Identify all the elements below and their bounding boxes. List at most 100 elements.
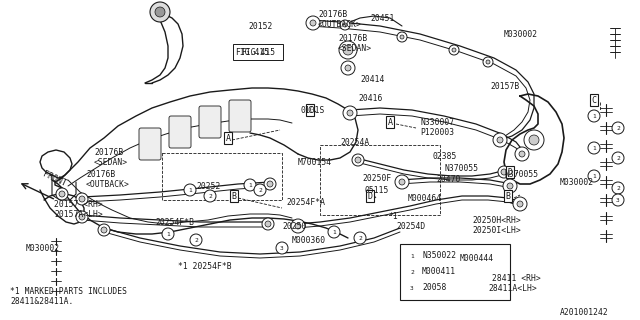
- Text: M700154: M700154: [298, 158, 332, 167]
- Text: M000464: M000464: [408, 194, 442, 203]
- Circle shape: [483, 57, 493, 67]
- Circle shape: [399, 179, 405, 185]
- FancyBboxPatch shape: [229, 100, 251, 132]
- Circle shape: [79, 214, 85, 220]
- Text: 20176B: 20176B: [338, 34, 367, 43]
- Text: 1: 1: [592, 173, 596, 179]
- Text: 2: 2: [208, 194, 212, 198]
- Circle shape: [497, 137, 503, 143]
- Text: 2: 2: [410, 269, 414, 275]
- Text: 3: 3: [616, 197, 620, 203]
- Text: 20451: 20451: [370, 14, 394, 23]
- Text: <OUTBACK>: <OUTBACK>: [318, 20, 362, 29]
- Text: P120003: P120003: [420, 128, 454, 137]
- Text: FIG.415: FIG.415: [241, 47, 275, 57]
- Circle shape: [267, 181, 273, 187]
- Circle shape: [517, 201, 523, 207]
- Circle shape: [340, 20, 350, 30]
- Text: 20250I<LH>: 20250I<LH>: [472, 226, 521, 235]
- Text: D: D: [508, 167, 513, 177]
- Text: M030002: M030002: [26, 244, 60, 253]
- Circle shape: [155, 7, 165, 17]
- Text: 20058: 20058: [422, 284, 446, 292]
- Circle shape: [306, 16, 320, 30]
- Circle shape: [265, 221, 271, 227]
- Circle shape: [76, 193, 88, 205]
- Circle shape: [276, 242, 288, 254]
- Circle shape: [406, 282, 418, 294]
- Text: 28411&28411A.: 28411&28411A.: [10, 297, 74, 306]
- Text: M000411: M000411: [422, 268, 456, 276]
- Text: 20470: 20470: [436, 175, 460, 184]
- Circle shape: [347, 110, 353, 116]
- Text: 20414: 20414: [360, 75, 385, 84]
- Circle shape: [612, 152, 624, 164]
- Text: 2: 2: [258, 188, 262, 193]
- Circle shape: [345, 65, 351, 71]
- Text: 20152: 20152: [248, 22, 273, 31]
- Text: 05115: 05115: [364, 186, 388, 195]
- Text: 20157B: 20157B: [490, 82, 519, 91]
- Text: FRONT: FRONT: [41, 169, 67, 188]
- Text: 1: 1: [410, 253, 414, 259]
- Circle shape: [328, 226, 340, 238]
- Text: 1: 1: [592, 146, 596, 150]
- FancyBboxPatch shape: [139, 128, 161, 160]
- Circle shape: [343, 45, 353, 55]
- Circle shape: [190, 234, 202, 246]
- Circle shape: [162, 228, 174, 240]
- Text: 20254F*A: 20254F*A: [286, 198, 325, 207]
- Circle shape: [515, 147, 529, 161]
- Text: <OUTBACK>: <OUTBACK>: [86, 180, 130, 189]
- Circle shape: [503, 179, 517, 193]
- Text: 2: 2: [616, 156, 620, 161]
- Circle shape: [204, 190, 216, 202]
- Text: M030002: M030002: [560, 178, 594, 187]
- Text: A201001242: A201001242: [560, 308, 609, 317]
- Text: 20157 <RH>: 20157 <RH>: [54, 200, 103, 209]
- Circle shape: [498, 166, 510, 178]
- Text: 3: 3: [280, 245, 284, 251]
- Circle shape: [76, 211, 88, 223]
- Circle shape: [529, 135, 539, 145]
- Text: 20176B: 20176B: [318, 10, 348, 19]
- Circle shape: [343, 23, 347, 27]
- Circle shape: [501, 169, 507, 175]
- Circle shape: [310, 20, 316, 26]
- Text: *1: *1: [388, 212, 397, 221]
- Circle shape: [352, 154, 364, 166]
- Text: 20250F: 20250F: [362, 174, 391, 183]
- Text: N350022: N350022: [422, 252, 456, 260]
- Text: <SEDAN>: <SEDAN>: [338, 44, 372, 53]
- FancyBboxPatch shape: [199, 106, 221, 138]
- Circle shape: [519, 151, 525, 157]
- Circle shape: [264, 178, 276, 190]
- Text: 1: 1: [248, 182, 252, 188]
- Circle shape: [355, 157, 361, 163]
- Text: A: A: [225, 133, 230, 142]
- Text: 0101S: 0101S: [300, 106, 324, 115]
- Text: M000444: M000444: [460, 254, 494, 263]
- Circle shape: [291, 219, 305, 233]
- Circle shape: [295, 223, 301, 229]
- Circle shape: [612, 194, 624, 206]
- Text: N370055: N370055: [504, 170, 538, 179]
- Circle shape: [343, 106, 357, 120]
- Circle shape: [79, 196, 85, 202]
- Circle shape: [406, 266, 418, 278]
- Text: 20254A: 20254A: [340, 138, 369, 147]
- Text: C: C: [591, 95, 596, 105]
- Circle shape: [98, 224, 110, 236]
- Text: A: A: [387, 117, 392, 126]
- Circle shape: [341, 61, 355, 75]
- Text: B: B: [506, 191, 511, 201]
- Circle shape: [612, 182, 624, 194]
- Text: 20254F*B: 20254F*B: [155, 218, 194, 227]
- Circle shape: [150, 2, 170, 22]
- Text: 1: 1: [332, 229, 336, 235]
- Text: <SEDAN>: <SEDAN>: [94, 158, 128, 167]
- Text: 28411A<LH>: 28411A<LH>: [488, 284, 537, 293]
- Circle shape: [524, 130, 544, 150]
- Text: N370055: N370055: [444, 164, 478, 173]
- Text: 1: 1: [166, 231, 170, 236]
